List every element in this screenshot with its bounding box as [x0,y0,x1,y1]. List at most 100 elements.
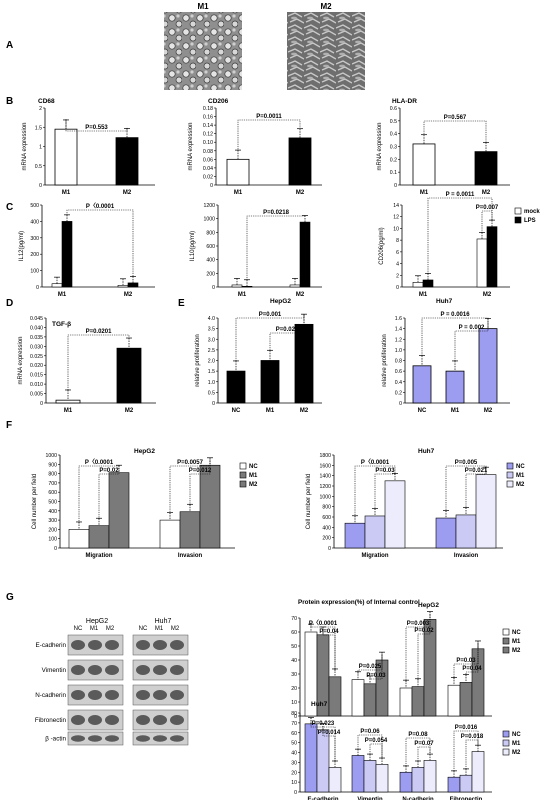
significance-bracket [374,473,396,510]
bar-mock [412,282,424,288]
bar-nc [351,679,365,717]
y-tick-label: 0.2 [390,157,397,163]
p-value-label: P=0.0201 [86,329,113,335]
p-value-label: P=0.005 [455,460,478,466]
p-value-label: P=0.08 [408,732,428,738]
y-axis-label: mRNA expression [22,122,28,170]
y-tick-label: 3.5 [208,327,215,333]
y-tick-label: 0 [328,546,331,552]
legend-swatch-nc [239,462,247,470]
y-tick-label: 700 [48,481,57,487]
y-axis-label: IL12(pg/ml) [19,231,25,261]
y-tick-label: 1000 [319,494,331,500]
blot-band [153,690,167,700]
significance-bracket [417,746,431,762]
significance-bracket [423,120,487,142]
significance-bracket [405,613,431,682]
bar-mock [51,283,63,288]
legend-label: mock [524,209,540,215]
x-tick-label: M2 [300,408,309,414]
y-tick-label: 200 [206,271,215,277]
y-tick-label: 0.1 [390,170,397,176]
p-value-label: P=0.025 [359,664,382,670]
bar-m1 [54,128,78,186]
significance-bracket [65,119,128,132]
bar-m2 [116,347,142,404]
y-tick-label: 0.015 [30,373,43,379]
y-tick-label: 800 [206,230,215,236]
bar-nc [351,755,365,793]
p-value-label: P=0.567 [444,115,467,121]
bar-mock [289,284,301,288]
significance-bracket [322,723,336,762]
y-tick-label: 0.005 [30,392,43,398]
x-tick-label: M1 [62,190,71,196]
bar-nc [226,370,246,404]
bar-m1 [260,360,280,404]
x-tick-label: Vimentin [357,797,383,800]
p-value-label: P=0.03 [375,468,395,474]
y-tick-label: 200 [322,536,331,542]
blot-row-label: Vimentin [42,667,67,674]
blot-band [153,665,167,675]
p-value-label: P=0.023 [312,721,335,727]
y-axis-label: mRNA expression [377,122,383,170]
legend-label: M1 [516,473,525,479]
blot-row-label: Fibronectin [35,717,67,724]
y-tick-label: 40 [291,658,297,664]
y-tick-label: 200 [48,527,57,533]
bar-nc [447,684,461,717]
legend-swatch-m2 [502,646,510,654]
x-tick-label: M2 [296,190,305,196]
y-tick-label: 0 [36,285,39,291]
x-tick-label: Fibronectin [450,797,483,800]
blot-band [105,690,119,700]
y-tick-label: 6 [396,250,399,256]
y-tick-label: 0.5 [208,390,215,396]
x-tick-label: M1 [266,408,275,414]
y-tick-label: 400 [206,258,215,264]
blot-band [88,735,102,742]
y-tick-label: 0 [394,183,397,189]
p-value-label: P=0.02 [99,468,119,474]
significance-bracket [465,642,479,677]
bar-m1 [455,514,477,549]
y-tick-label: 70 [291,616,297,622]
bar-mock [231,284,243,288]
y-axis-label: IL10(pg/ml) [190,231,196,261]
bar-lps [127,282,139,288]
y-tick-label: 14 [393,203,399,209]
y-tick-label: 30 [291,760,297,766]
bar-m2 [375,764,389,793]
chart-migration-hepg2: 0 100 200 300 400 500 600 700 800 900 1000 Cell num… [32,448,258,559]
y-tick-label: 20 [291,770,297,776]
bar-m1 [55,399,81,404]
bar-m2 [471,751,485,793]
y-tick-label: 70 [291,721,297,727]
blot-band [105,640,119,650]
legend-label: M1 [249,473,258,479]
p-value-label: P=0.014 [318,730,341,736]
y-tick-label: 8 [396,238,399,244]
x-tick-label: M2 [296,292,305,298]
significance-bracket [310,626,336,671]
y-tick-label: 1000 [45,453,57,459]
chart-tgf-beta: 0 0.005 0.010 0.015 0.020 0.025 0.030 0.035 0.04… [18,316,156,414]
significance-bracket [369,654,383,680]
panel-letter-d: D [6,298,13,309]
micrograph-m2 [287,12,365,90]
legend-swatch-nc [506,462,514,470]
bar-m2 [474,151,498,186]
blot-band [153,640,167,650]
x-tick-label: M2 [482,190,491,196]
p-value-label: P = 0.0011 [446,192,475,198]
y-tick-label: 0.010 [30,382,43,388]
blot-row-label: N-cadherin [35,692,66,699]
y-axis-label: Cell number per field [32,474,38,529]
chart-cd206: 0 0.02 0.04 0.06 0.08 0.10 0.12 0.14 0.16 0.18 mRN… [188,98,322,196]
bar-m1 [412,143,436,186]
bar-nc [304,723,318,793]
significance-bracket [66,209,134,277]
bar-nc [399,771,413,793]
